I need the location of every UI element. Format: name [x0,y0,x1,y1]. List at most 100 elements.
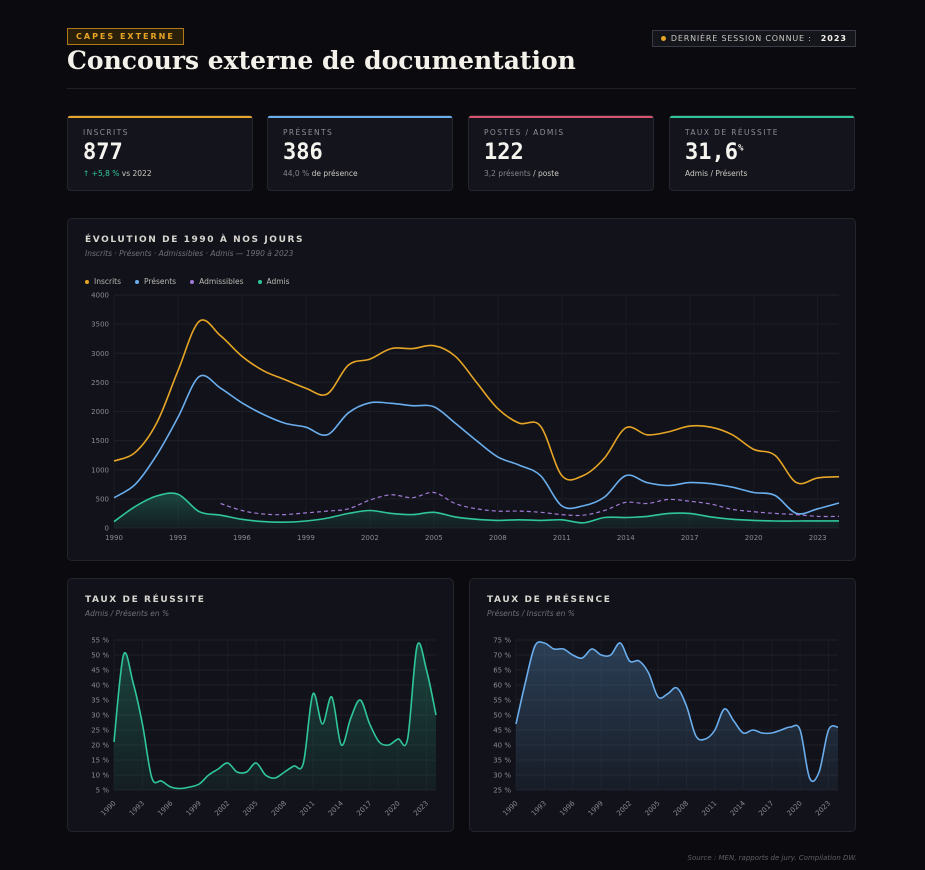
data-point [263,773,267,777]
data-point [112,459,116,463]
data-point [368,357,372,361]
chart-legend: Inscrits Présents Admissibles Admis [85,277,290,286]
data-point [580,656,584,660]
data-point [218,513,222,517]
data-point [773,493,777,497]
data-point [235,770,239,774]
data-point [410,512,414,516]
data-point [197,319,201,323]
data-point [325,433,329,437]
kpi-rate: 44,0 % [283,169,310,178]
data-point [645,433,649,437]
legend-item-inscrits[interactable]: Inscrits [85,277,121,286]
data-point [646,671,650,675]
y-tick-label: 55 % [493,697,511,705]
data-point [240,508,244,512]
data-point [434,713,438,717]
data-point [779,728,783,732]
data-point [389,401,393,405]
data-point [713,728,717,732]
kpi-sub-label: vs 2022 [121,169,152,178]
x-tick-label: 2008 [489,534,507,542]
x-tick-label: 2008 [270,799,288,817]
data-point [627,659,631,663]
x-tick-label: 2020 [786,799,804,817]
y-tick-label: 30 % [91,712,109,720]
data-point [282,770,286,774]
data-point [377,740,381,744]
data-point [826,728,830,732]
data-point [624,426,628,430]
data-point [517,421,521,425]
data-point [176,492,180,496]
data-point [837,501,841,505]
data-point [169,785,173,789]
session-label: DERNIÈRE SESSION CONNUE : [670,34,812,43]
data-point [837,519,841,523]
data-point [133,482,137,486]
x-tick-label: 1999 [185,799,203,817]
kpi-card-presents: PRÉSENTS 386 44,0 % de présence [267,115,453,191]
data-point [368,508,372,512]
data-point [599,653,603,657]
data-point [815,476,819,480]
kpi-label: TAUX DE RÉUSSITE [685,128,779,137]
data-point [732,719,736,723]
data-point [523,680,527,684]
legend-label: Admis [266,277,290,286]
data-point [752,518,756,522]
data-point [794,512,798,516]
kpi-label: INSCRITS [83,128,129,137]
data-point [624,515,628,519]
data-point [112,519,116,523]
y-tick-label: 30 % [493,772,511,780]
chart-subtitle: Admis / Présents en % [85,609,170,618]
legend-label: Inscrits [94,277,122,286]
data-point [602,495,606,499]
series-line-inscrits [113,319,840,485]
kpi-card-postes: POSTES / ADMIS 122 3,2 présents / poste [468,115,654,191]
page-title: Concours externe de documentation [67,46,576,75]
data-point [645,514,649,518]
data-point [358,698,362,702]
x-tick-label: 2017 [757,799,775,817]
legend-item-admis[interactable]: Admis [257,277,290,286]
data-point [368,401,372,405]
data-point [666,430,670,434]
data-point [415,644,419,648]
data-point [346,363,350,367]
data-point [159,779,163,783]
y-tick-label: 35 % [493,757,511,765]
data-point [817,770,821,774]
data-point [590,647,594,651]
kpi-subtext: 44,0 % de présence [283,169,437,178]
kpi-subtext: 3,2 présents / poste [484,169,638,178]
data-point [656,695,660,699]
x-tick-label: 1996 [558,799,577,818]
data-point [453,515,457,519]
data-point [581,521,585,525]
x-tick-label: 1996 [156,799,175,818]
legend-item-admissibles[interactable]: Admissibles [190,277,244,286]
data-point [304,425,308,429]
y-tick-label: 50 % [493,712,511,720]
data-point [542,641,546,645]
data-point [197,374,201,378]
data-point [346,511,350,515]
data-point [496,455,500,459]
y-tick-label: 20 % [91,742,109,750]
reussite-panel: TAUX DE RÉUSSITE Admis / Présents en % 5… [67,578,454,832]
data-point [339,743,343,747]
data-point [432,343,436,347]
data-point [410,346,414,350]
x-tick-label: 2014 [617,534,635,542]
data-point [282,377,286,381]
x-tick-label: 1990 [501,799,519,817]
y-tick-label: 5 % [96,787,110,795]
legend-item-presents[interactable]: Présents [135,277,176,286]
data-point [730,433,734,437]
data-point [609,653,613,657]
data-point [837,514,841,518]
data-point [624,500,628,504]
x-tick-label: 2014 [729,799,748,818]
